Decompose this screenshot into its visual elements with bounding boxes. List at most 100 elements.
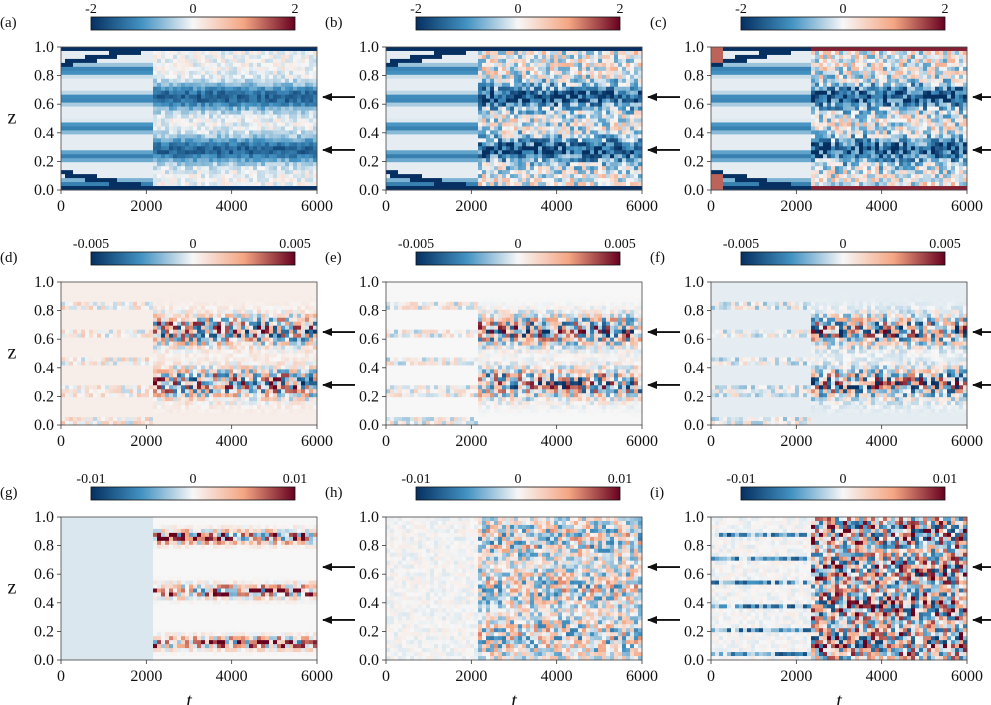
heatmap-cell [558, 166, 563, 171]
heatmap-cell [402, 182, 407, 187]
heatmap-cell [153, 118, 158, 123]
heatmap-cell [498, 150, 503, 155]
heatmap-cell [598, 162, 603, 167]
heatmap-cell [69, 138, 74, 143]
heatmap-cell [550, 146, 555, 151]
heatmap-cell [562, 138, 567, 143]
heatmap-cell [89, 122, 94, 127]
heatmap-cell [458, 162, 463, 167]
heatmap-cell [209, 86, 214, 92]
colorbar-tick-label: -2 [85, 2, 97, 17]
heatmap-cell [185, 62, 190, 68]
heatmap-cell [406, 114, 411, 119]
heatmap-cell [129, 102, 134, 107]
heatmap-cell [602, 78, 607, 84]
heatmap-cell [153, 150, 158, 155]
heatmap-cell [386, 142, 391, 147]
heatmap-cell [189, 78, 194, 84]
colorbar [90, 16, 296, 31]
heatmap-cell [137, 118, 142, 123]
heatmap-cell [530, 186, 535, 191]
heatmap-cell [610, 178, 615, 183]
heatmap-cell [157, 138, 162, 143]
heatmap-cell [133, 166, 138, 171]
heatmap-cell [177, 182, 182, 187]
heatmap-cell [566, 62, 571, 68]
heatmap-cell [590, 126, 595, 131]
heatmap-cell [201, 90, 206, 96]
heatmap-cell [610, 102, 615, 107]
heatmap-cell [117, 166, 122, 171]
heatmap-cell [430, 50, 435, 56]
heatmap-cell [494, 54, 499, 60]
heatmap-cell [554, 58, 559, 64]
heatmap-cell [293, 178, 298, 183]
heatmap-cell [558, 90, 563, 96]
heatmap-cell [390, 66, 395, 72]
heatmap-cell [510, 62, 515, 68]
heatmap-cell [474, 58, 479, 64]
heatmap-cell [554, 118, 559, 123]
heatmap-cell [249, 134, 254, 139]
heatmap-cell [253, 178, 258, 183]
heatmap-cell [482, 146, 487, 151]
heatmap-cell [454, 47, 459, 52]
heatmap-cell [93, 114, 98, 119]
heatmap-cell [606, 158, 611, 163]
heatmap-cell [626, 186, 631, 191]
heatmap-cell [161, 58, 166, 64]
heatmap-cell [422, 114, 427, 119]
heatmap-cell [518, 78, 523, 84]
heatmap-cell [446, 66, 451, 72]
heatmap-cell [165, 102, 170, 107]
heatmap-cell [418, 70, 423, 76]
heatmap-cell [434, 178, 439, 183]
heatmap-cell [578, 166, 583, 171]
heatmap-cell [606, 186, 611, 191]
heatmap-cell [289, 58, 294, 64]
heatmap-cell [213, 94, 218, 100]
heatmap-cell [502, 154, 507, 159]
heatmap-cell [723, 54, 728, 60]
heatmap-cell [522, 94, 527, 100]
heatmap-cell [518, 130, 523, 135]
heatmap-cell [390, 74, 395, 80]
heatmap-cell [313, 94, 318, 100]
heatmap-cell [257, 150, 262, 155]
heatmap-cell [494, 170, 499, 175]
heatmap-cell [554, 70, 559, 76]
heatmap-cell [406, 94, 411, 100]
heatmap-cell [402, 134, 407, 139]
heatmap-cell [426, 50, 431, 56]
heatmap-cell [458, 106, 463, 111]
heatmap-cell [265, 146, 270, 151]
heatmap-cell [217, 58, 222, 64]
heatmap-cell [253, 50, 258, 56]
heatmap-cell [277, 134, 282, 139]
heatmap-cell [446, 50, 451, 56]
heatmap-cell [618, 47, 623, 52]
heatmap-cell [93, 158, 98, 163]
heatmap-cell [618, 70, 623, 76]
heatmap-cell [390, 178, 395, 183]
heatmap-cell [526, 82, 531, 88]
heatmap-cell [462, 110, 467, 115]
heatmap-cell [586, 106, 591, 111]
heatmap-cell [530, 142, 535, 147]
heatmap-cell [578, 94, 583, 100]
heatmap-cell [313, 154, 318, 159]
heatmap-cell [570, 74, 575, 80]
heatmap-cell [213, 186, 218, 191]
heatmap-cell [406, 98, 411, 104]
heatmap-cell [177, 150, 182, 155]
heatmap-cell [454, 170, 459, 175]
heatmap-cell [478, 74, 483, 80]
heatmap-cell [205, 82, 210, 88]
heatmap-cell [157, 54, 162, 60]
heatmap-cell [237, 150, 242, 155]
heatmap-cell [618, 130, 623, 135]
heatmap-cell [105, 158, 110, 163]
heatmap-cell [518, 158, 523, 163]
heatmap-cell [715, 182, 720, 187]
heatmap-cell [602, 158, 607, 163]
